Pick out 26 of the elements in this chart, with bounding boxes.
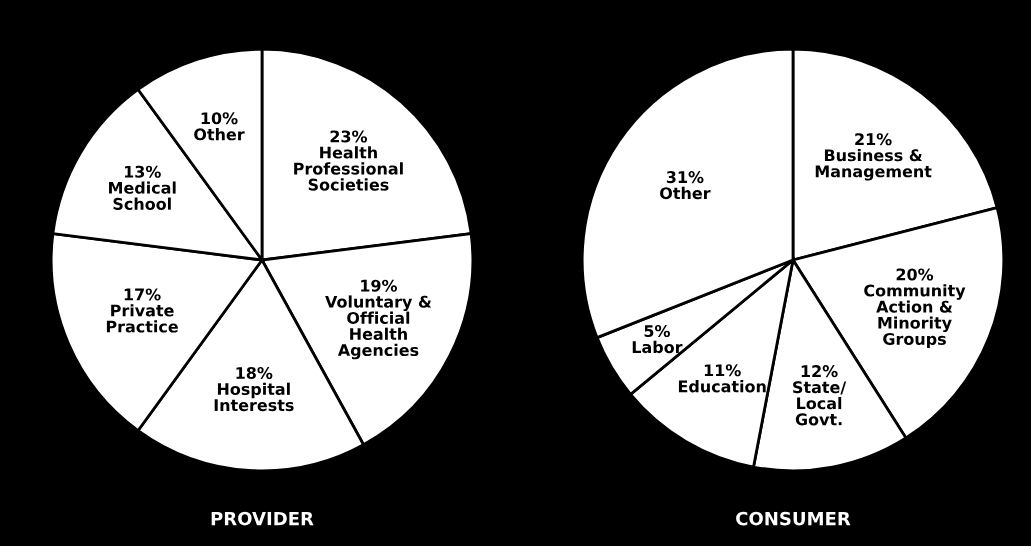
data-label: 17% (124, 288, 161, 301)
slice-label: Community Action & Minority Groups (864, 284, 966, 349)
slice-label: Private Practice (106, 304, 178, 333)
slice-label: Other (660, 186, 711, 200)
data-label: 18% (236, 366, 273, 379)
data-label: 20% (896, 268, 934, 281)
data-label: 21% (855, 133, 892, 146)
slice-label: Health Professional Societies (294, 146, 403, 191)
slice-label: Labor (632, 340, 683, 354)
data-label: 23% (330, 130, 368, 143)
slice-label: Voluntary & Official Health Agencies (325, 295, 432, 360)
slice-label: Medical School (109, 181, 176, 210)
data-label: 13% (124, 165, 161, 178)
data-label: 19% (361, 279, 398, 292)
data-label: 5% (644, 324, 670, 338)
slice-label: Other (194, 127, 245, 141)
slice-label: Education (678, 380, 766, 393)
data-label: 11% (704, 364, 741, 377)
slice-label: Hospital Interests (214, 382, 294, 412)
text: CONSUMER (736, 511, 851, 526)
data-label: 10% (201, 112, 238, 125)
data-label: 31% (666, 171, 704, 184)
data-label: 12% (801, 365, 838, 378)
slice-label: Business & Management (815, 148, 932, 181)
text: PROVIDER (211, 511, 314, 526)
slice-label: State/ Local Govt. (793, 381, 847, 426)
